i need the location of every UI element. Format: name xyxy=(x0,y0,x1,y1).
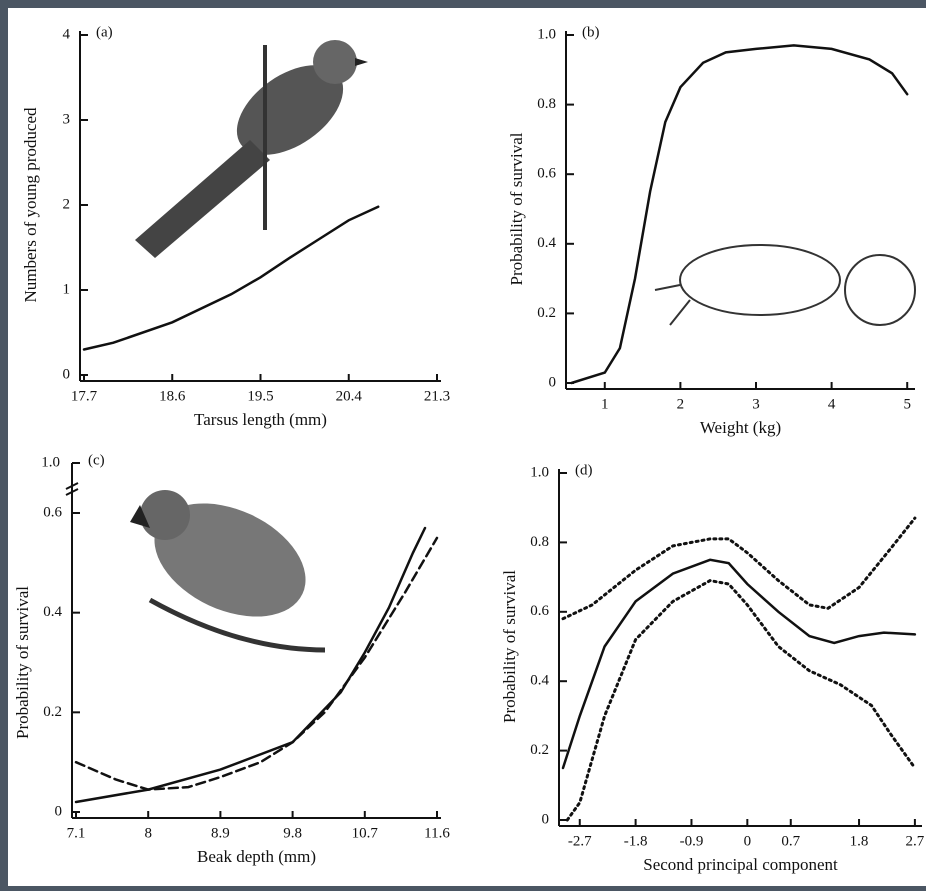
x-tick-label: -1.8 xyxy=(624,833,648,849)
bird-illustration xyxy=(135,40,368,258)
y-tick-label: 0.6 xyxy=(43,504,62,520)
x-tick-label: -0.9 xyxy=(680,833,704,849)
x-axis-label: Beak depth (mm) xyxy=(197,847,316,866)
y-tick-label: 0.4 xyxy=(43,604,62,620)
x-tick-label: 8 xyxy=(144,825,152,841)
data-line xyxy=(565,579,917,822)
y-tick-label: 0.2 xyxy=(43,704,62,720)
x-tick-label: 3 xyxy=(752,396,760,412)
x-tick-label: 9.8 xyxy=(283,825,302,841)
x-tick-label: 17.7 xyxy=(71,388,98,404)
data-line xyxy=(570,44,909,385)
x-tick-label: 20.4 xyxy=(336,388,363,404)
axis-break xyxy=(65,482,79,496)
x-tick-label: 0.7 xyxy=(781,833,800,849)
panel-label: (b) xyxy=(582,24,600,40)
x-tick-label: 7.1 xyxy=(67,825,86,841)
y-tick-label: 2 xyxy=(63,196,71,212)
y-tick-label: 0.2 xyxy=(530,742,549,758)
illustrations xyxy=(130,40,916,653)
panel-background xyxy=(8,8,926,886)
y-tick-label: 0 xyxy=(542,811,550,827)
x-tick-label: 18.6 xyxy=(159,388,186,404)
x-tick-label: 5 xyxy=(903,396,911,412)
y-tick-label: 0.6 xyxy=(530,603,549,619)
y-tick-label: 0 xyxy=(63,366,71,382)
y-axis-label: Probability of survival xyxy=(13,586,32,739)
y-tick-label: 0.6 xyxy=(537,166,556,182)
y-tick-label: 1.0 xyxy=(530,464,549,480)
y-tick-label: 0.8 xyxy=(530,534,549,550)
finch-illustration xyxy=(130,490,326,653)
y-tick-label: 3 xyxy=(63,111,71,127)
x-tick-label: 21.3 xyxy=(424,388,450,404)
x-tick-label: 4 xyxy=(828,396,836,412)
y-axis-label: Probability of survival xyxy=(507,132,526,285)
y-axis-label: Numbers of young produced xyxy=(21,107,40,302)
y-tick-label: 0.4 xyxy=(537,235,556,251)
x-tick-label: 8.9 xyxy=(211,825,230,841)
x-tick-label: 19.5 xyxy=(247,388,273,404)
x-tick-label: 2 xyxy=(677,396,685,412)
x-tick-label: 10.7 xyxy=(352,825,379,841)
data-line xyxy=(82,205,380,351)
data-line xyxy=(561,558,917,770)
y-tick-label: 0.8 xyxy=(537,96,556,112)
x-axis-label: Second principal component xyxy=(643,855,838,874)
data-line xyxy=(561,516,917,621)
panel-label: (c) xyxy=(88,452,105,468)
y-axis-label: Probability of survival xyxy=(500,570,519,723)
axis-break-label: 1.0 xyxy=(41,454,60,470)
y-tick-label: 0.2 xyxy=(537,305,556,321)
x-tick-label: -2.7 xyxy=(568,833,592,849)
panel-label: (d) xyxy=(575,462,593,478)
x-tick-label: 1 xyxy=(601,396,609,412)
y-tick-label: 0 xyxy=(549,374,557,390)
panel-label: (a) xyxy=(96,24,113,40)
x-tick-label: 0 xyxy=(744,833,752,849)
y-tick-label: 1.0 xyxy=(537,26,556,42)
x-tick-label: 11.6 xyxy=(424,825,450,841)
y-tick-label: 1 xyxy=(63,281,71,297)
data-line xyxy=(74,536,439,791)
y-tick-label: 4 xyxy=(63,26,71,42)
x-axis-label: Weight (kg) xyxy=(700,418,781,437)
baby-illustration xyxy=(654,244,916,326)
x-tick-label: 1.8 xyxy=(850,833,869,849)
y-tick-label: 0 xyxy=(55,803,63,819)
y-tick-label: 0.4 xyxy=(530,673,549,689)
x-axis-label: Tarsus length (mm) xyxy=(194,410,327,429)
x-tick-label: 2.7 xyxy=(906,833,925,849)
